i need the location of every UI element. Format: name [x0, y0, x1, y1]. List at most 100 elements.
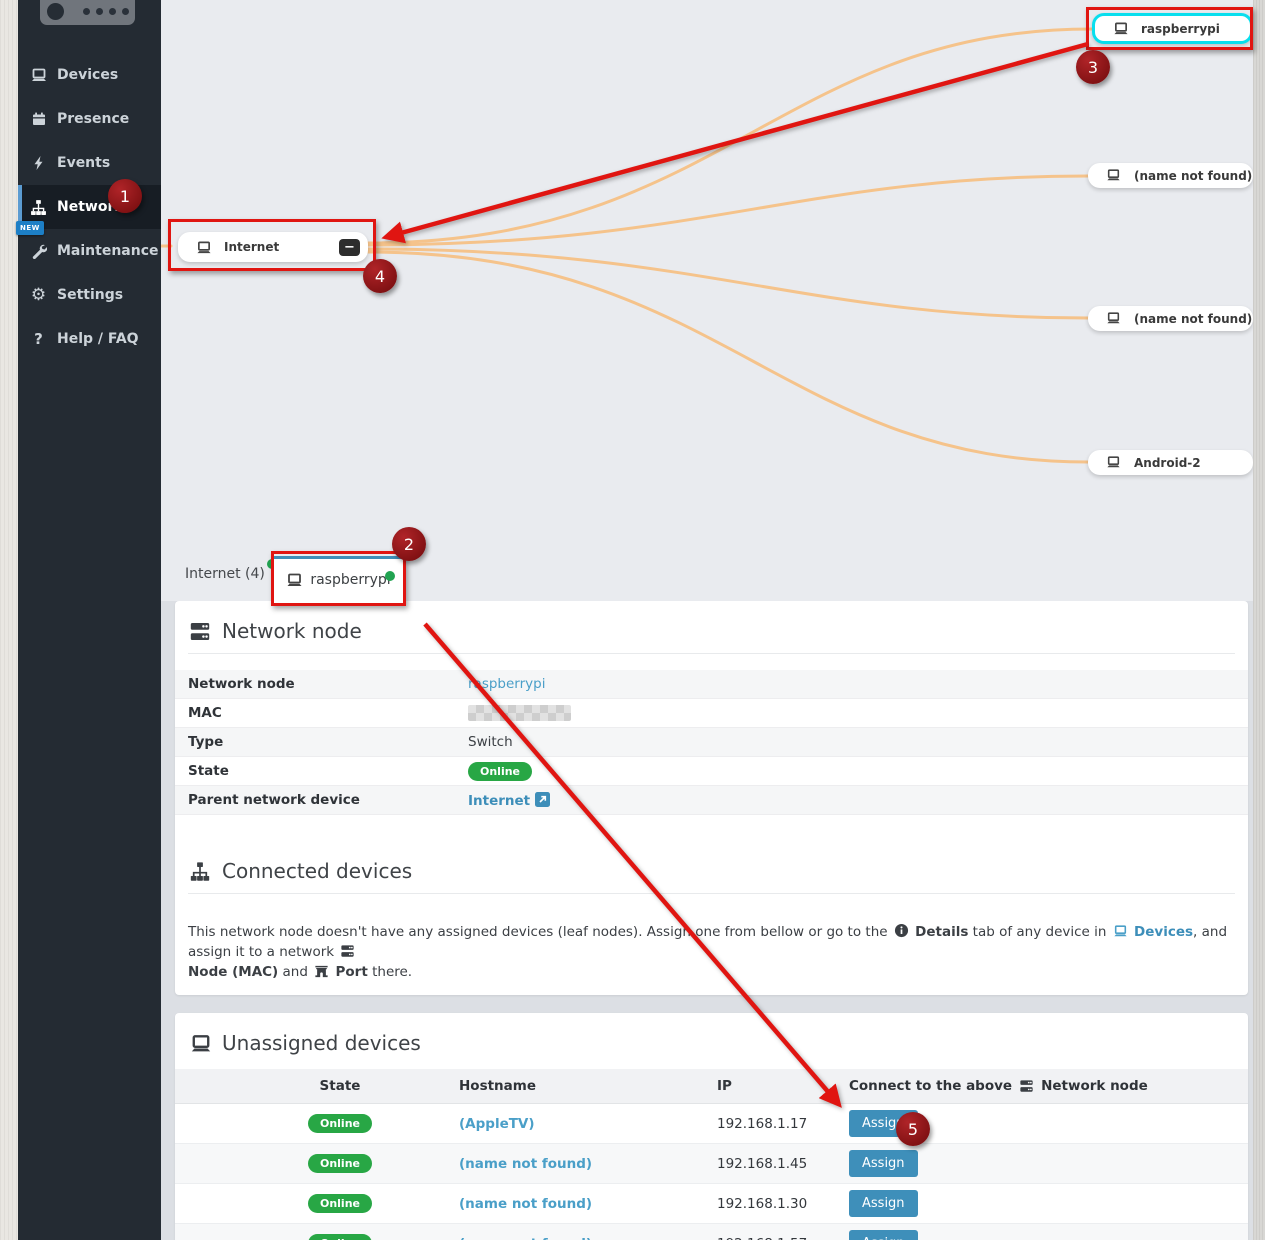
main-area: Internet − raspberrypi (name not found)	[161, 0, 1253, 1240]
page-edge-right	[1253, 0, 1265, 1240]
sidebar-item-help[interactable]: ? Help / FAQ	[18, 317, 161, 361]
topology-node-unnamed-1[interactable]: (name not found)	[1088, 163, 1253, 188]
page-edge-left	[0, 0, 18, 1240]
status-badge: Online	[307, 1194, 372, 1213]
detail-label: State	[188, 763, 229, 779]
connect-cell: Assign	[845, 1150, 1248, 1177]
server-icon	[1019, 1079, 1034, 1094]
laptop-icon	[196, 240, 212, 255]
ip-cell: 192.168.1.30	[717, 1195, 808, 1212]
port-ref: Port	[335, 964, 368, 980]
topology-node-android-2[interactable]: Android-2	[1088, 450, 1253, 475]
table-row: Online (name not found) 192.168.1.45 Assign	[175, 1144, 1248, 1184]
node-label: Android-2	[1134, 455, 1201, 470]
connect-cell: Assign	[845, 1190, 1248, 1217]
section-title: Unassigned devices	[222, 1031, 421, 1055]
collapse-node-button[interactable]: −	[339, 238, 360, 256]
laptop-icon	[1113, 924, 1128, 939]
sidebar-item-presence[interactable]: Presence	[18, 97, 161, 141]
help-text: , and assign it to a network	[188, 923, 1228, 960]
ip-cell: 192.168.1.57	[713, 1236, 845, 1240]
assign-button[interactable]: Assign	[849, 1150, 918, 1177]
assign-button[interactable]: Assign	[849, 1190, 918, 1217]
info-circle-icon	[894, 923, 909, 938]
laptop-icon	[1106, 311, 1122, 326]
sidebar-item-events[interactable]: Events	[18, 141, 161, 185]
detail-label: MAC	[188, 705, 222, 721]
sidebar-item-label: Settings	[57, 287, 124, 303]
tab-content: Network node Network node raspberrypi MA…	[161, 601, 1253, 1240]
detail-row: Parent network device Internet	[175, 786, 1248, 815]
node-label: (name not found)	[1134, 311, 1253, 326]
section-header-connected-devices: Connected devices	[175, 841, 1248, 893]
status-badge: Online	[307, 1114, 372, 1133]
topology-node-internet[interactable]: Internet −	[178, 232, 368, 262]
wrench-icon	[30, 243, 47, 260]
help-text: there.	[367, 964, 413, 980]
sidebar-item-settings[interactable]: ⚙ Settings	[18, 273, 161, 317]
connect-cell: Assign	[845, 1230, 1248, 1240]
detail-value: Switch	[468, 734, 513, 750]
network-topology-graph[interactable]: Internet − raspberrypi (name not found)	[161, 0, 1253, 601]
network-node-panel: Network node Network node raspberrypi MA…	[175, 601, 1248, 995]
table-header-row: State Hostname IP Connect to the above N…	[175, 1069, 1248, 1104]
logo-led	[122, 8, 129, 15]
sitemap-icon	[188, 861, 212, 882]
state-cell: Online	[175, 1154, 455, 1173]
external-link-icon	[535, 791, 551, 807]
table-row: Online (name not found) 192.168.1.57 Assign	[175, 1224, 1248, 1240]
hostname-cell: (name not found)	[455, 1196, 713, 1212]
topology-node-unnamed-2[interactable]: (name not found)	[1088, 306, 1253, 331]
sidebar-item-label: Network	[57, 199, 124, 215]
network-node-link[interactable]: raspberrypi	[468, 676, 546, 692]
column-header-hostname: Hostname	[459, 1078, 537, 1094]
gear-icon: ⚙	[30, 285, 47, 305]
hostname-link[interactable]: (name not found)	[459, 1195, 593, 1212]
bolt-icon	[30, 155, 47, 172]
divider	[188, 893, 1235, 894]
assign-button[interactable]: Assign	[849, 1230, 918, 1240]
section-title: Connected devices	[222, 859, 413, 883]
sidebar-item-maintenance[interactable]: NEW Maintenance	[16, 221, 161, 273]
hostname-cell: (AppleTV)	[455, 1116, 713, 1132]
sidebar-item-devices[interactable]: Devices	[18, 53, 161, 97]
ip-cell: 192.168.1.45	[717, 1155, 808, 1172]
divider	[188, 653, 1235, 654]
unassigned-table-body: Online (AppleTV) 192.168.1.17 Assign Online (…	[175, 1104, 1248, 1240]
help-text: tab of any device in	[968, 923, 1111, 940]
devices-link[interactable]: Devices	[1134, 923, 1194, 940]
details-tab-ref: Details	[915, 923, 969, 940]
topology-node-raspberrypi[interactable]: raspberrypi	[1092, 13, 1253, 44]
detail-label: Network node	[188, 676, 295, 692]
topology-edges	[161, 27, 1094, 464]
detail-row: MAC	[175, 699, 1248, 728]
hostname-link[interactable]: (name not found)	[459, 1155, 593, 1172]
detail-row: Network node raspberrypi	[175, 670, 1248, 699]
sidebar-nav: Devices Presence Events Network	[16, 53, 161, 361]
column-header-ip: IP	[717, 1078, 732, 1094]
question-icon: ?	[34, 330, 43, 348]
hostname-cell: (name not found)	[455, 1236, 713, 1240]
logo-led	[109, 8, 116, 15]
connect-cell: Assign	[845, 1110, 1248, 1137]
sidebar-item-label: Presence	[57, 111, 130, 127]
status-badge: Online	[468, 761, 533, 781]
laptop-icon	[30, 67, 47, 84]
state-cell: Online	[175, 1234, 455, 1240]
logo-led	[83, 8, 90, 15]
help-text: and	[278, 964, 313, 980]
section-header-network-node: Network node	[175, 601, 1248, 653]
tab-label: raspberrypi	[310, 572, 391, 588]
laptop-icon	[1106, 455, 1122, 470]
unassigned-devices-panel: Unassigned devices State Hostname IP Con…	[175, 1013, 1248, 1240]
column-header-text: Connect to the above	[849, 1078, 1013, 1094]
detail-label: Parent network device	[188, 792, 360, 808]
tab-raspberrypi[interactable]: raspberrypi	[273, 556, 404, 601]
new-badge: NEW	[16, 221, 44, 235]
tab-internet[interactable]: Internet (4)	[185, 559, 277, 582]
hostname-link[interactable]: (AppleTV)	[459, 1115, 535, 1132]
assign-button[interactable]: Assign	[849, 1110, 918, 1137]
hostname-link[interactable]: (name not found)	[459, 1236, 592, 1240]
parent-device-link[interactable]: Internet	[468, 792, 531, 809]
assign-help-text: This network node doesn't have any assig…	[175, 908, 1248, 983]
